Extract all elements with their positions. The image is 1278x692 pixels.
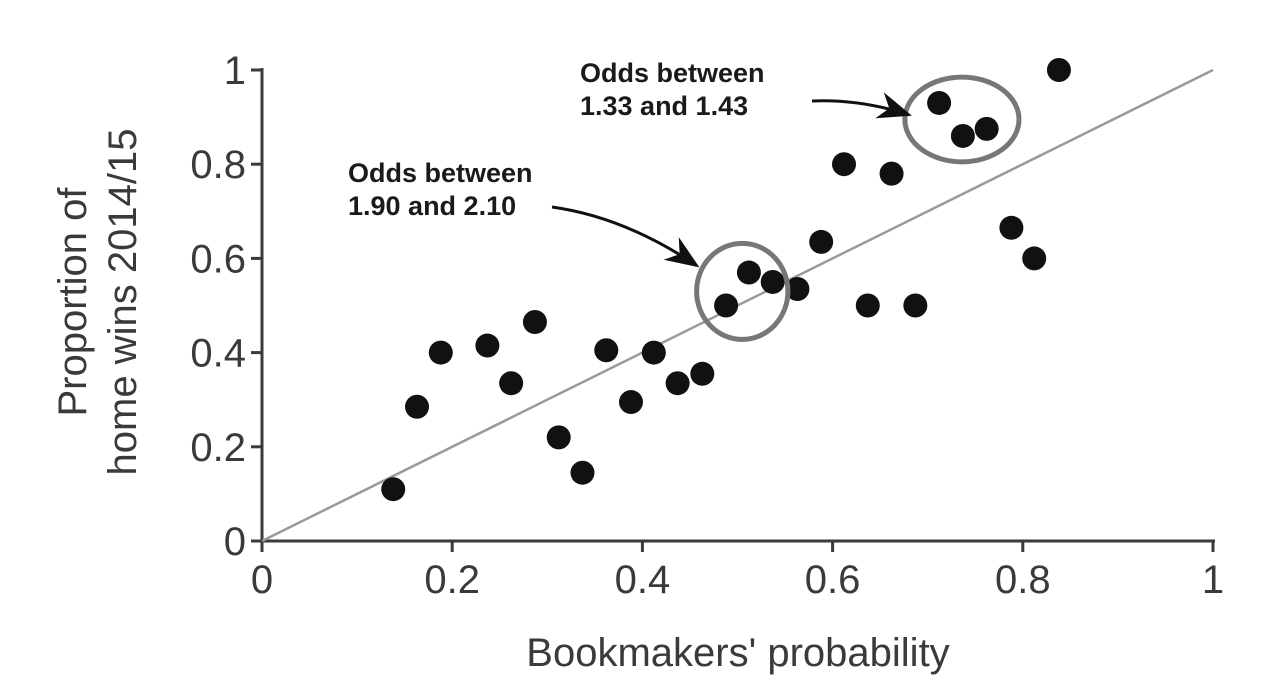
y-tick-label-2: 0.4 xyxy=(190,332,246,376)
y-tick-label-5: 1 xyxy=(224,49,246,93)
annotation-arrow-1 xyxy=(551,205,700,268)
data-point-16 xyxy=(785,277,810,302)
y-tick-label-4: 0.8 xyxy=(190,143,246,187)
data-point-25 xyxy=(999,215,1024,240)
data-point-27 xyxy=(1046,58,1071,82)
data-point-4 xyxy=(499,371,524,396)
y-axis-title-line-1: Proportion of xyxy=(51,187,95,417)
data-point-24 xyxy=(974,116,999,141)
data-points xyxy=(381,58,1071,502)
x-tick-label-2: 0.4 xyxy=(615,558,671,602)
data-point-5 xyxy=(522,309,547,334)
x-tick-label-3: 0.6 xyxy=(805,558,861,602)
x-tick-label-5: 1 xyxy=(1202,558,1224,602)
x-tick-label-4: 0.8 xyxy=(995,558,1051,602)
y-tick-label-3: 0.6 xyxy=(190,237,246,281)
y-tick-label-1: 0.2 xyxy=(190,426,246,470)
data-point-13 xyxy=(714,293,739,318)
data-point-9 xyxy=(618,390,643,415)
data-point-18 xyxy=(832,152,857,177)
highlight-ellipse-1 xyxy=(694,240,791,342)
data-point-8 xyxy=(594,338,619,363)
data-point-21 xyxy=(903,293,928,318)
axis-labels: Bookmakers' probability Proportion of ho… xyxy=(51,129,950,675)
data-point-14 xyxy=(736,260,761,285)
x-tick-label-1: 0.2 xyxy=(424,558,480,602)
data-point-1 xyxy=(405,394,430,419)
annotation-2-line-2: 1.33 and 1.43 xyxy=(580,91,748,121)
data-point-0 xyxy=(381,477,406,502)
axes: 0 0.2 0.4 0.6 0.8 1 0 0.2 0.4 0.6 0.8 1 xyxy=(190,49,1224,602)
data-point-12 xyxy=(690,361,715,386)
x-tick-label-0: 0 xyxy=(251,558,273,602)
highlight-ellipse-2 xyxy=(902,74,1022,165)
data-point-22 xyxy=(927,90,952,115)
y-axis-title-line-2: home wins 2014/15 xyxy=(101,129,145,476)
data-point-20 xyxy=(879,161,904,186)
data-point-3 xyxy=(475,333,500,358)
data-point-2 xyxy=(428,340,453,365)
data-point-23 xyxy=(950,123,975,148)
annotation-1-line-1: Odds between xyxy=(348,158,533,188)
data-point-6 xyxy=(546,425,571,450)
data-point-26 xyxy=(1022,246,1047,271)
data-point-19 xyxy=(855,293,880,318)
data-point-15 xyxy=(760,269,785,294)
annotation-arrow-2 xyxy=(811,92,912,119)
data-point-17 xyxy=(809,229,834,254)
y-tick-label-0: 0 xyxy=(224,520,246,564)
data-point-7 xyxy=(570,460,595,485)
annotation-1-line-2: 1.90 and 2.10 xyxy=(348,191,516,221)
x-axis-title: Bookmakers' probability xyxy=(526,631,949,675)
data-point-11 xyxy=(665,371,690,396)
annotation-2-line-1: Odds between xyxy=(580,58,765,88)
data-point-10 xyxy=(641,340,666,365)
